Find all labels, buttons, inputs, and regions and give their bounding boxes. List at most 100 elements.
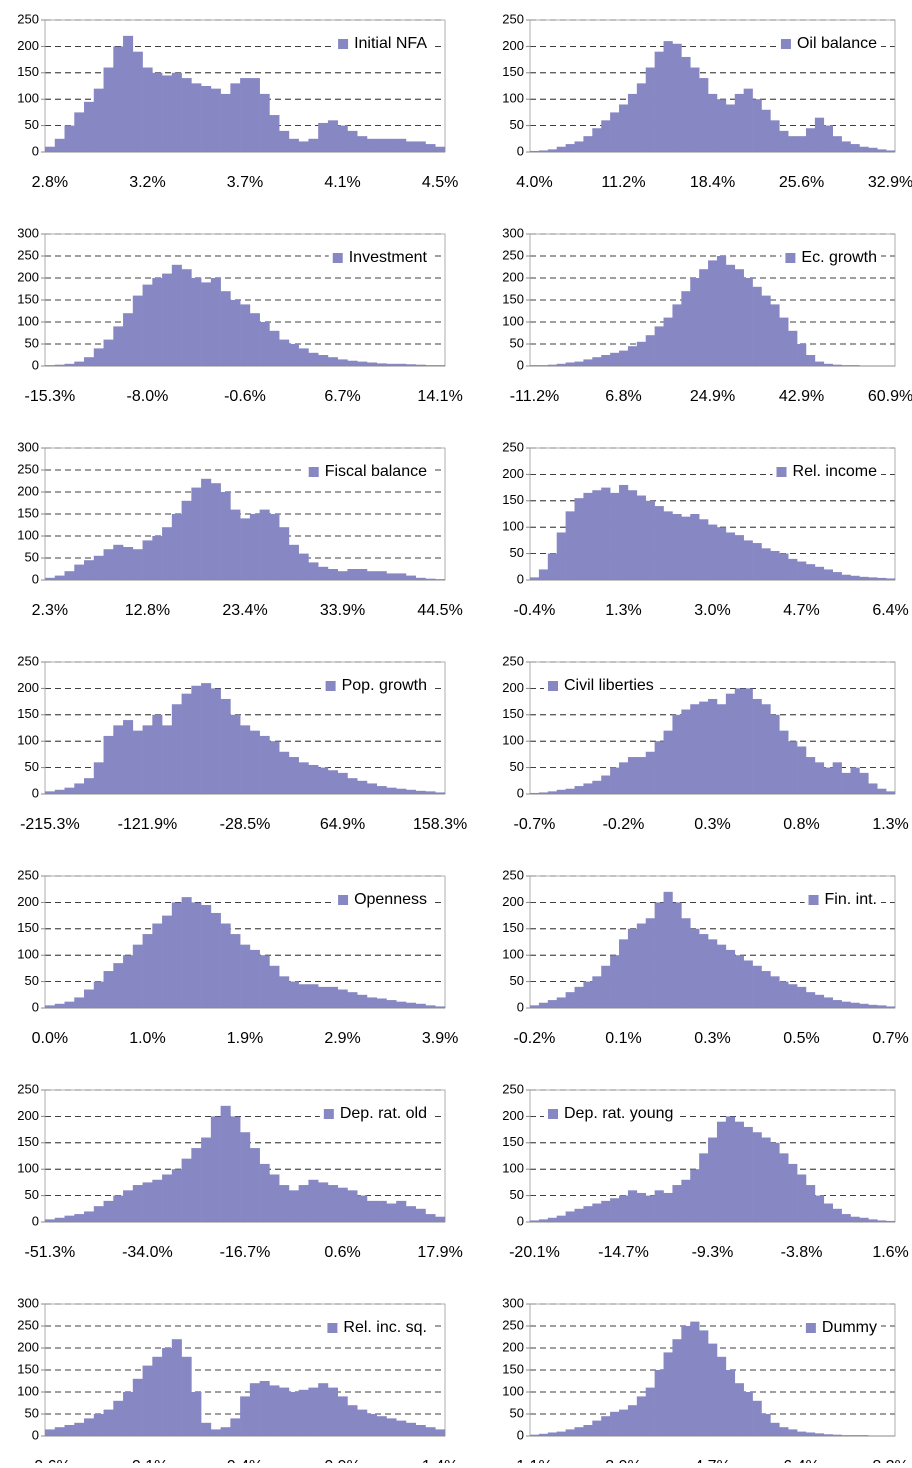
y-tick-label: 0 bbox=[32, 357, 39, 372]
bar bbox=[230, 1116, 240, 1222]
bar bbox=[655, 902, 664, 1008]
bar bbox=[628, 929, 637, 1008]
y-tick-label: 200 bbox=[502, 1108, 524, 1123]
legend-swatch bbox=[327, 1323, 337, 1333]
y-tick-label: 100 bbox=[502, 1161, 524, 1176]
bar bbox=[201, 683, 211, 794]
bar bbox=[788, 136, 797, 152]
bar bbox=[250, 950, 260, 1008]
x-tick-label: -28.5% bbox=[220, 816, 271, 833]
bar bbox=[338, 359, 348, 366]
bar bbox=[646, 68, 655, 152]
bar bbox=[386, 139, 396, 152]
bar bbox=[357, 569, 367, 580]
y-tick-label: 0 bbox=[517, 143, 524, 158]
bar bbox=[357, 1410, 367, 1436]
bar bbox=[681, 1326, 690, 1436]
bar bbox=[708, 699, 717, 794]
bar bbox=[610, 493, 619, 580]
bar bbox=[717, 99, 726, 152]
bar bbox=[601, 120, 610, 152]
bar bbox=[761, 704, 770, 794]
bar bbox=[850, 576, 859, 580]
bar bbox=[779, 318, 788, 366]
bar bbox=[815, 118, 824, 152]
bar bbox=[104, 1410, 114, 1436]
bar bbox=[770, 976, 779, 1008]
bar bbox=[328, 120, 338, 152]
bar bbox=[690, 929, 699, 1008]
y-tick-label: 150 bbox=[17, 291, 39, 306]
legend: Investment bbox=[329, 247, 431, 269]
y-tick-label: 200 bbox=[502, 680, 524, 695]
bar bbox=[797, 1174, 806, 1222]
bar bbox=[610, 112, 619, 152]
x-tick-label: -51.3% bbox=[25, 1244, 76, 1261]
x-tick-label: -34.0% bbox=[122, 1244, 173, 1261]
bar bbox=[308, 765, 318, 794]
x-tick-label: 2.8% bbox=[32, 174, 68, 191]
bar bbox=[308, 353, 318, 366]
bar bbox=[425, 1214, 435, 1222]
y-tick-label: 100 bbox=[502, 313, 524, 328]
x-tick-label: 0.0% bbox=[32, 1030, 68, 1047]
histogram-panel: 0501001502002502.8%3.2%3.7%4.1%4.5%Initi… bbox=[17, 11, 458, 191]
bar bbox=[318, 355, 328, 366]
bar bbox=[681, 291, 690, 366]
bar bbox=[708, 939, 717, 1008]
legend-swatch bbox=[548, 681, 558, 691]
bar bbox=[201, 479, 211, 580]
bar bbox=[162, 916, 172, 1008]
y-tick-label: 300 bbox=[17, 1295, 39, 1310]
bar bbox=[152, 924, 162, 1008]
bar bbox=[55, 1218, 65, 1222]
bar bbox=[797, 1432, 806, 1436]
bar bbox=[583, 1206, 592, 1222]
y-tick-label: 300 bbox=[17, 225, 39, 240]
bar bbox=[806, 757, 815, 794]
x-tick-label: -20.1% bbox=[509, 1244, 560, 1261]
bar bbox=[575, 786, 584, 794]
bar bbox=[806, 128, 815, 152]
bar bbox=[770, 551, 779, 580]
legend: Dummy bbox=[802, 1317, 881, 1339]
bar bbox=[681, 918, 690, 1008]
bar bbox=[726, 265, 735, 366]
legend-label: Pop. growth bbox=[342, 677, 427, 694]
bar bbox=[850, 144, 859, 152]
bar bbox=[788, 741, 797, 794]
bar bbox=[583, 1425, 592, 1436]
bar bbox=[367, 571, 377, 580]
bar bbox=[104, 549, 114, 580]
bar bbox=[250, 1148, 260, 1222]
bar bbox=[279, 1185, 289, 1222]
bar bbox=[191, 488, 201, 580]
bar bbox=[850, 768, 859, 794]
x-tick-label: 64.9% bbox=[320, 816, 365, 833]
bar bbox=[357, 995, 367, 1008]
bar bbox=[65, 1002, 75, 1008]
x-tick-label: -14.7% bbox=[598, 1244, 649, 1261]
x-tick-label: 0.3% bbox=[694, 1030, 730, 1047]
bar bbox=[575, 362, 584, 366]
legend: Rel. income bbox=[773, 461, 881, 483]
bar bbox=[357, 1196, 367, 1222]
bar bbox=[123, 313, 133, 366]
bar bbox=[191, 686, 201, 794]
y-tick-label: 0 bbox=[517, 357, 524, 372]
bar bbox=[628, 1190, 637, 1222]
x-tick-label: 4.0% bbox=[516, 174, 552, 191]
bar bbox=[260, 955, 270, 1008]
bar bbox=[182, 1357, 192, 1436]
bar bbox=[435, 147, 445, 152]
bar bbox=[289, 1190, 299, 1222]
x-tick-label: 6.8% bbox=[605, 388, 641, 405]
legend-swatch bbox=[309, 467, 319, 477]
bar bbox=[338, 126, 348, 152]
bar bbox=[367, 139, 377, 152]
bar bbox=[788, 984, 797, 1008]
legend-label: Dummy bbox=[822, 1319, 877, 1336]
y-tick-label: 0 bbox=[32, 785, 39, 800]
bar bbox=[619, 939, 628, 1008]
y-tick-label: 250 bbox=[17, 461, 39, 476]
